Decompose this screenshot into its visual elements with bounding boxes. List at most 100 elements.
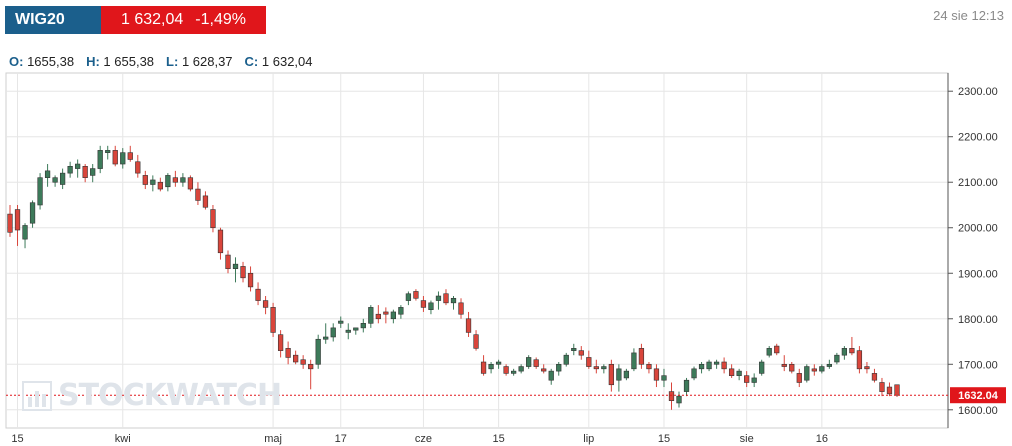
x-tick-label: maj [264, 433, 282, 445]
candle-body [210, 209, 216, 229]
candle-body [826, 363, 832, 367]
candle-body [593, 366, 599, 370]
candle-body [631, 352, 637, 370]
candle-body [706, 361, 712, 370]
candle-body [511, 370, 517, 374]
candle-body [548, 370, 554, 381]
candle-body [59, 172, 66, 185]
candle-body [323, 336, 329, 340]
candles-layer [7, 145, 900, 410]
candle-body [330, 327, 336, 338]
candle-body [713, 361, 720, 365]
candle-body [473, 334, 479, 349]
candle-body [856, 350, 863, 370]
candle-body [368, 307, 374, 324]
candle-body [563, 354, 569, 365]
ticker-symbol[interactable]: WIG20 [5, 6, 101, 34]
candle-body [503, 366, 509, 374]
candle-body [29, 202, 36, 224]
high-value: 1 655,38 [103, 54, 155, 69]
candle-body [736, 370, 742, 376]
candle-body [82, 166, 88, 178]
open-label: O: [9, 54, 24, 69]
candle-body [240, 266, 246, 279]
candle-body [744, 375, 750, 383]
candle-body [112, 150, 118, 165]
candle-body [886, 386, 893, 395]
y-tick-label: 2300.00 [958, 86, 998, 98]
candle-body [435, 295, 442, 301]
candle-body [458, 302, 464, 315]
candle-body [533, 359, 539, 367]
candle-body [202, 195, 209, 208]
last-price-layer: 1632.04 [6, 387, 1006, 404]
candle-body [293, 354, 299, 363]
candle-body [894, 384, 900, 396]
candle-body [586, 357, 592, 367]
close-label: C: [244, 54, 259, 69]
open-value: 1655,38 [27, 54, 75, 69]
y-tick-label: 2200.00 [958, 132, 998, 144]
y-tick-label: 2000.00 [958, 223, 998, 235]
x-tick-label: lip [583, 433, 594, 445]
candle-body [217, 229, 224, 254]
ohlc-open: O: 1655,38 [9, 54, 74, 69]
candle-body [67, 166, 73, 174]
candle-body [390, 311, 396, 320]
low-value: 1 628,37 [181, 54, 233, 69]
x-tick-label: 15 [492, 433, 504, 445]
candle-body [315, 338, 321, 365]
ohlc-readout: O: 1655,38 H: 1 655,38 L: 1 628,37 C: 1 … [9, 54, 313, 69]
x-axis: 15 kwi maj 17 cze 15 lip 15 sie 16 [11, 433, 828, 445]
x-tick-label: cze [415, 433, 432, 445]
x-tick-label: 17 [335, 433, 347, 445]
candle-body [420, 300, 427, 308]
candle-body [796, 373, 802, 383]
candle-body [691, 368, 697, 379]
candle-body [541, 368, 547, 372]
last-price-label: 1632.04 [958, 390, 999, 402]
candle-body [165, 175, 171, 188]
candle-body [428, 302, 434, 310]
candle-body [789, 363, 795, 372]
candle-body [518, 366, 524, 372]
candle-body [819, 366, 825, 372]
low-label: L: [166, 54, 179, 69]
candle-body [413, 291, 419, 299]
candle-body [247, 272, 254, 288]
y-tick-label: 1700.00 [958, 359, 998, 371]
candle-body [841, 348, 848, 356]
candle-body [698, 363, 705, 370]
candle-body [683, 379, 690, 392]
x-tick-label: 15 [658, 433, 670, 445]
candle-body [120, 152, 126, 165]
candle-body [232, 263, 239, 270]
candle-body [225, 254, 231, 270]
ohlc-close: C: 1 632,04 [245, 54, 313, 69]
candle-body [353, 327, 359, 331]
candle-body [879, 382, 885, 392]
candle-body [52, 177, 58, 183]
ticker-price-box: 1 632,04 -1,49% [101, 6, 266, 34]
candle-body [180, 177, 186, 183]
candle-body [871, 373, 878, 381]
candle-body [465, 318, 472, 333]
candle-body [480, 361, 487, 374]
candle-body [811, 368, 817, 372]
candle-body [97, 150, 103, 169]
candle-body [270, 307, 276, 333]
y-tick-label: 2100.00 [958, 177, 998, 189]
high-label: H: [86, 54, 100, 69]
y-tick-label: 1800.00 [958, 314, 998, 326]
candle-body [751, 377, 757, 383]
candle-body [37, 177, 43, 206]
candle-body [135, 161, 141, 174]
ohlc-high: H: 1 655,38 [86, 54, 154, 69]
chart-grid [5, 72, 949, 429]
timestamp: 24 sie 12:13 [933, 8, 1004, 23]
ticker-badge: WIG20 1 632,04 -1,49% [5, 6, 266, 34]
candle-body [44, 170, 51, 178]
candle-body [262, 300, 269, 308]
candle-body [383, 311, 389, 315]
